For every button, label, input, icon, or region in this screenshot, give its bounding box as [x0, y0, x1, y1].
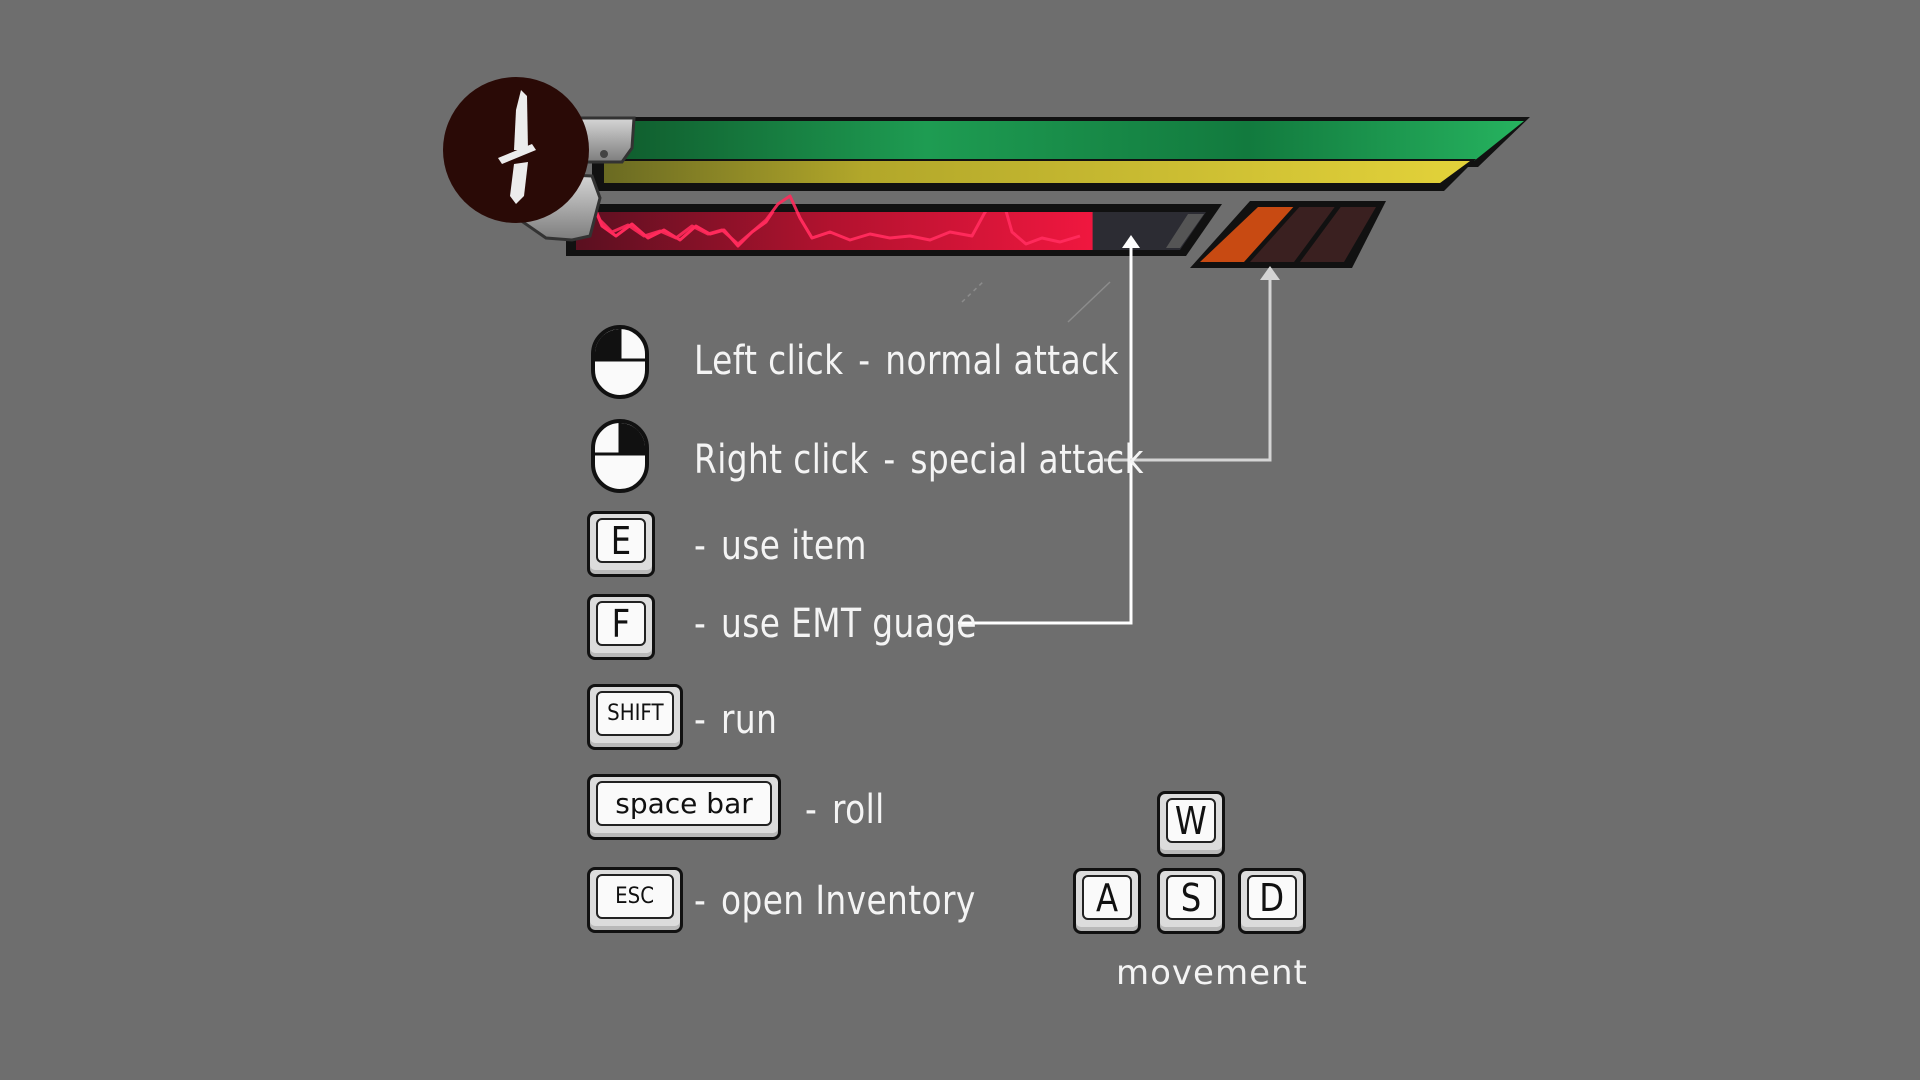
key-e-text: E	[610, 518, 632, 563]
key-e: E	[587, 511, 655, 577]
emt-gauge-fill	[576, 212, 1093, 250]
key-f-text: F	[611, 601, 631, 646]
key-d-text: D	[1259, 875, 1285, 920]
key-shift-text: SHIFT	[606, 700, 664, 726]
run-separator: -	[694, 697, 707, 743]
use-emt-action-text: use EMT guage	[721, 601, 978, 647]
open-inventory-control-label: - open Inventory	[694, 881, 976, 921]
right-click-key-text: Right click	[694, 437, 869, 483]
special-callout-line	[1104, 280, 1272, 462]
left-click-separator: -	[858, 338, 871, 384]
open-inventory-action-text: open Inventory	[721, 878, 976, 924]
left-click-action-text: normal attack	[885, 338, 1119, 384]
special-segment-1	[1200, 207, 1294, 262]
bolt-bottom	[600, 150, 608, 158]
use-item-action-text: use item	[721, 523, 867, 569]
key-a: A	[1073, 868, 1141, 934]
special-segments	[1200, 207, 1376, 262]
run-action-text: run	[721, 697, 778, 743]
movement-label: movement	[1116, 953, 1308, 993]
key-d: D	[1238, 868, 1306, 934]
open-inventory-separator: -	[694, 878, 707, 924]
use-emt-separator: -	[694, 601, 707, 647]
mouse-right-click-icon	[591, 419, 649, 493]
emt-callout-arrowhead	[1122, 235, 1140, 248]
roll-separator: -	[805, 787, 818, 833]
right-click-separator: -	[883, 437, 896, 483]
special-segment-2	[1250, 207, 1335, 262]
emt-callout-line	[958, 247, 1133, 625]
decor-dash-left	[961, 279, 986, 303]
key-s-text: S	[1180, 875, 1202, 920]
stamina-bar-fill	[604, 161, 1470, 183]
key-space-bar-text: space bar	[615, 786, 753, 820]
key-w-text: W	[1175, 798, 1207, 843]
decor-dash-right	[1067, 281, 1111, 323]
mouse-left-click-icon	[591, 325, 649, 399]
dagger-icon	[498, 90, 536, 204]
use-emt-control-label: - use EMT guage	[694, 604, 977, 644]
roll-action-text: roll	[832, 787, 885, 833]
key-f: F	[587, 594, 655, 660]
left-click-key-text: Left click	[694, 338, 844, 384]
use-item-control-label: - use item	[694, 526, 867, 566]
emt-gauge-wave-overflow	[588, 194, 831, 246]
key-esc-text: ESC	[615, 883, 655, 909]
left-click-control-label: Left click - normal attack	[694, 341, 1119, 381]
emt-gauge-inner-edge	[1166, 214, 1204, 248]
key-w: W	[1157, 791, 1225, 857]
key-shift: SHIFT	[587, 684, 683, 750]
key-s: S	[1157, 868, 1225, 934]
special-callout-arrowhead	[1260, 266, 1280, 280]
key-esc: ESC	[587, 867, 683, 933]
use-item-separator: -	[694, 523, 707, 569]
right-click-control-label: Right click - special attack	[694, 440, 1144, 480]
key-space-bar: space bar	[587, 774, 781, 840]
health-bar-fill	[604, 121, 1524, 161]
roll-control-label: - roll	[805, 790, 885, 830]
right-click-action-text: special attack	[910, 437, 1144, 483]
special-segment-3	[1300, 207, 1376, 262]
run-control-label: - run	[694, 700, 777, 740]
key-a-text: A	[1095, 875, 1119, 920]
